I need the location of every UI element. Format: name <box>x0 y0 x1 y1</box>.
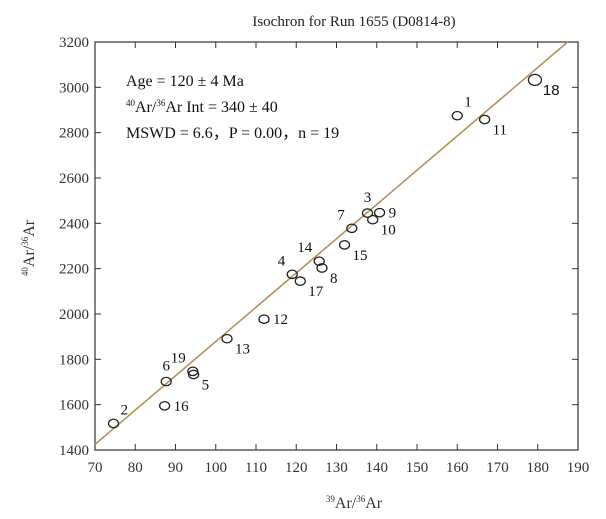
x-label-sup-2: 36 <box>356 494 366 504</box>
data-point-marker <box>294 276 306 286</box>
y-tick-label: 3200 <box>59 35 89 51</box>
y-tick-label: 1800 <box>59 352 89 368</box>
y-tick-label: 2600 <box>59 171 89 187</box>
data-point-label: 3 <box>364 190 372 206</box>
data-point-marker <box>187 366 199 377</box>
x-axis-label: 39Ar/36Ar <box>326 494 383 512</box>
data-point-marker <box>346 223 358 234</box>
intercept-sup-2: 36 <box>156 98 166 108</box>
x-label-sup-1: 39 <box>326 494 336 504</box>
data-point-marker <box>258 314 270 325</box>
x-tick-label: 120 <box>285 460 308 476</box>
mswd-annotation: MSWD = 6.6，P = 0.00，n = 19 <box>126 125 339 142</box>
x-label-part-b: Ar <box>365 495 383 512</box>
x-tick-label: 90 <box>168 460 183 476</box>
y-label-part-a: Ar/ <box>21 245 38 267</box>
data-point-label: 9 <box>389 206 397 222</box>
data-point-marker <box>160 376 172 387</box>
intercept-sup-1: 40 <box>126 98 136 108</box>
x-tick-label: 170 <box>486 460 509 476</box>
data-point-marker <box>313 256 325 267</box>
x-tick-label: 140 <box>366 460 389 476</box>
data-point-marker <box>367 214 379 225</box>
y-label-part-b: Ar <box>21 219 38 237</box>
intercept-annotation: 40Ar/36Ar Int = 340 ± 40 <box>126 98 278 116</box>
isochron-line <box>94 41 569 445</box>
age-annotation: Age = 120 ± 4 Ma <box>126 73 244 90</box>
data-point-label: 10 <box>381 223 396 239</box>
y-tick-label: 2000 <box>59 307 89 323</box>
y-axis-label: 40Ar/36Ar <box>20 219 38 276</box>
y-tick-label: 3000 <box>59 80 89 96</box>
data-point-marker <box>478 114 491 125</box>
x-tick-label: 100 <box>205 460 228 476</box>
data-point-label: 16 <box>174 399 190 415</box>
y-tick-label: 1400 <box>59 443 89 459</box>
y-tick-label: 1600 <box>59 398 89 414</box>
y-axis-ticks: 1400 1600 1800 2000 2200 2400 2600 2800 3000 3200 <box>59 35 578 459</box>
data-point-marker <box>158 400 171 411</box>
intercept-part-b: Ar Int = 340 ± 40 <box>165 99 277 116</box>
x-axis-ticks: 70 80 90 100 110 120 130 140 150 160 170 180 190 <box>88 42 590 476</box>
x-tick-label: 180 <box>527 460 550 476</box>
data-point-marker <box>361 208 374 218</box>
data-point-marker <box>338 240 351 250</box>
x-tick-label: 80 <box>128 460 143 476</box>
x-tick-label: 160 <box>446 460 469 476</box>
data-point-marker <box>107 418 120 429</box>
data-point-label: 19 <box>171 350 186 366</box>
data-point-marker <box>373 207 386 218</box>
chart-title: Isochron for Run 1655 (D0814-8) <box>252 14 455 30</box>
y-label-sup-1: 40 <box>20 267 30 277</box>
data-point-marker <box>221 333 233 344</box>
y-tick-label: 2800 <box>59 126 89 142</box>
data-point-marker <box>451 110 463 121</box>
data-point-label: 5 <box>202 378 210 394</box>
data-point-label: 1 <box>464 95 472 111</box>
intercept-part-a: Ar/ <box>135 99 157 116</box>
data-point-marker <box>527 73 543 87</box>
data-point-label: 6 <box>162 359 170 375</box>
data-point-label: 17 <box>308 284 324 300</box>
x-tick-label: 110 <box>245 460 267 476</box>
data-point-label: 18 <box>543 82 560 99</box>
data-point-label: 14 <box>297 240 313 256</box>
data-point-label: 4 <box>278 253 286 269</box>
data-point-marker <box>286 269 298 280</box>
y-label-sup-2: 36 <box>20 236 30 246</box>
x-tick-label: 130 <box>325 460 348 476</box>
data-point-label: 8 <box>330 271 338 287</box>
data-point-label: 2 <box>121 402 129 418</box>
data-point-label: 11 <box>493 123 507 139</box>
x-tick-label: 190 <box>567 460 590 476</box>
y-tick-label: 2200 <box>59 262 89 278</box>
y-tick-label: 2400 <box>59 216 89 232</box>
data-point-label: 7 <box>337 207 345 223</box>
data-point-label: 12 <box>273 312 288 328</box>
x-tick-label: 150 <box>406 460 429 476</box>
x-label-part-a: Ar/ <box>335 495 357 512</box>
data-point-label: 15 <box>353 248 368 264</box>
x-tick-label: 70 <box>88 460 103 476</box>
data-point-label: 13 <box>235 342 250 358</box>
data-point-marker <box>316 263 328 273</box>
